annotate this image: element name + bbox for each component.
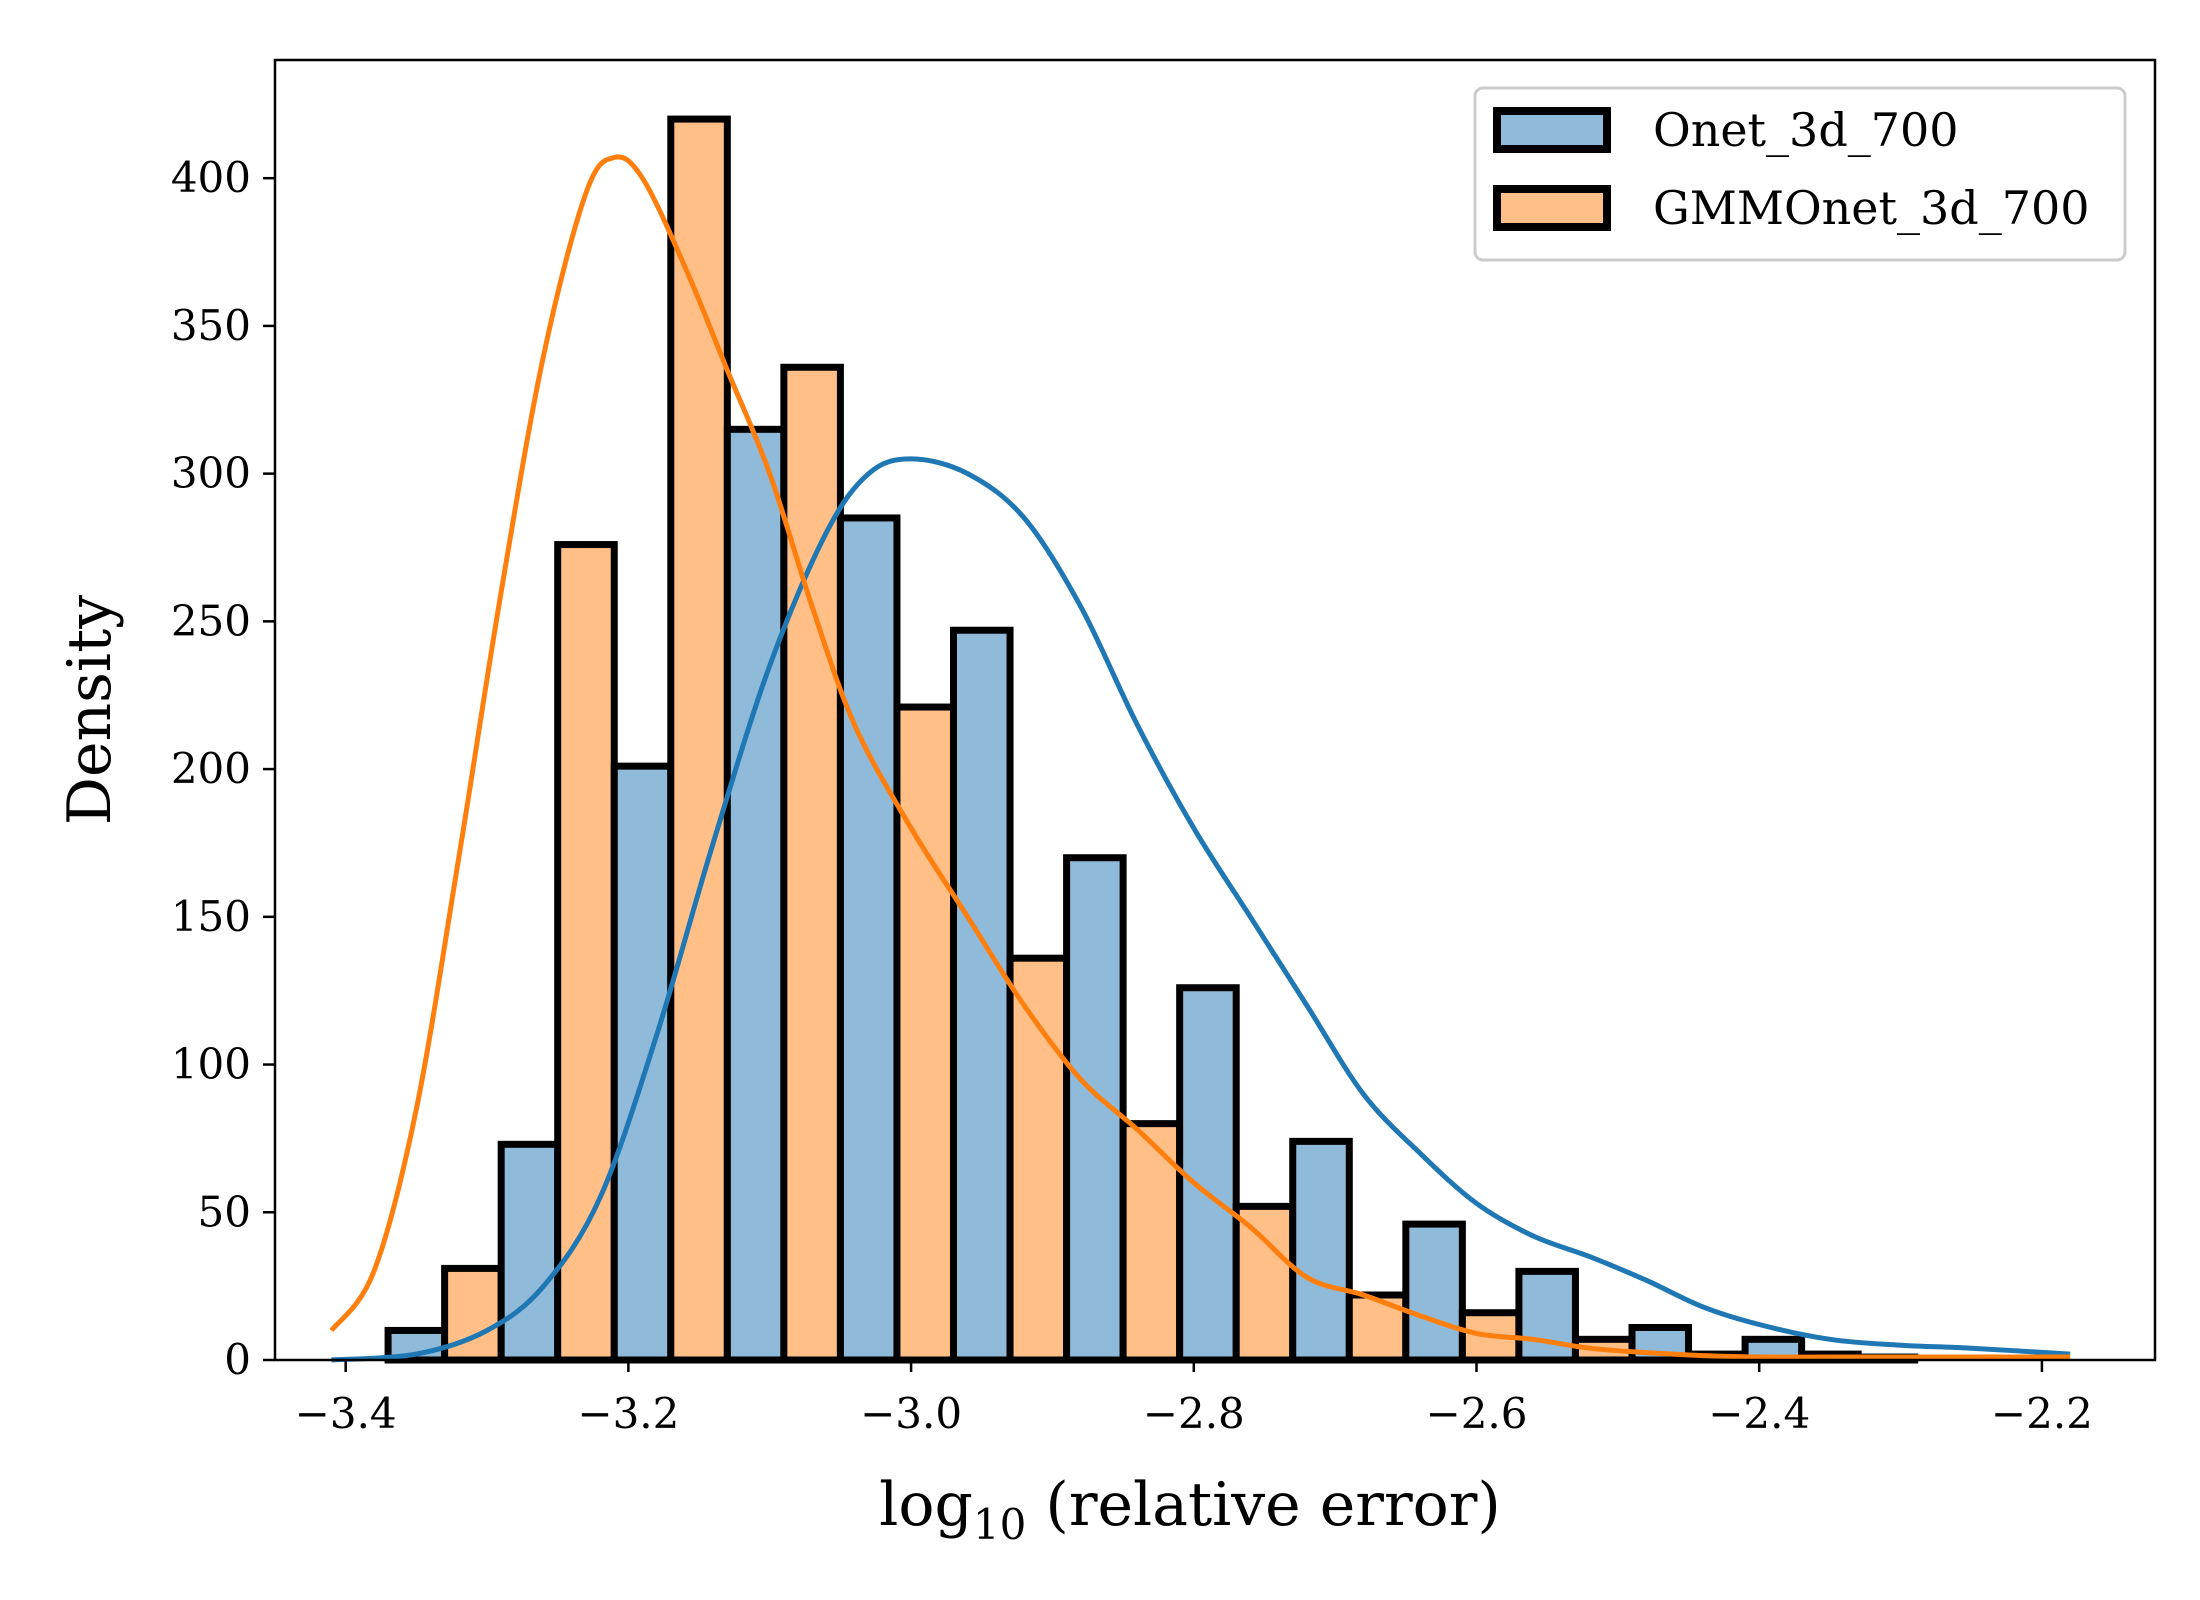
legend: Onet_3d_700 GMMOnet_3d_700 [1473,86,2127,262]
x-tick-label-4: −2.6 [1426,1389,1528,1438]
bar-onet-9 [1402,1220,1466,1364]
histogram-bars [384,115,1919,1364]
bar-gmmonet-5 [1006,954,1071,1364]
legend-label-onet: Onet_3d_700 [1653,103,1959,157]
legend-frame [1473,86,2127,262]
x-axis-label-subscript: 10 [973,1500,1026,1549]
x-axis-label: log10 (relative error) [879,1470,1501,1549]
y-tick-label-5: 250 [171,596,251,645]
y-tick-label-4: 200 [171,744,251,793]
bar-onet-2 [610,762,675,1364]
y-tick-label-6: 300 [171,449,251,498]
x-tick-label-1: −3.2 [577,1389,679,1438]
bar-gmmonet-8 [1345,1291,1410,1364]
bar-gmmonet-7 [1232,1202,1297,1364]
y-axis-label: Density [55,595,125,825]
x-axis-label-rest: (relative error) [1026,1470,1501,1540]
bar-onet-1 [497,1140,562,1364]
x-tick-label-3: −2.8 [1143,1389,1245,1438]
bar-onet-4 [836,514,901,1364]
y-tick-label-8: 400 [171,153,251,202]
legend-swatch-onet [1493,107,1611,153]
bar-onet-3 [723,425,788,1364]
plot-frame [273,58,2157,1362]
bar-onet-8 [1289,1137,1353,1364]
bar-gmmonet-1 [554,541,618,1364]
y-tick-label-3: 150 [171,892,251,941]
y-tick-label-2: 100 [171,1040,251,1089]
kde-line-gmmonet [329,154,2071,1360]
bar-onet-7 [1176,984,1240,1364]
x-tick-label-5: −2.4 [1708,1389,1810,1438]
kde-line-onet [331,456,2071,1363]
bar-gmmonet-4 [893,703,957,1364]
y-axis: 0 50 100 150 200 250 300 350 400 [171,153,275,1384]
x-axis-label-main: log [879,1470,973,1540]
legend-swatch-gmmonet [1493,185,1611,231]
x-axis: −3.4 −3.2 −3.0 −2.8 −2.6 −2.4 −2.2 [295,1360,2093,1438]
bar-onet-5 [949,626,1014,1364]
x-tick-label-2: −3.0 [860,1389,962,1438]
y-tick-label-1: 50 [198,1187,251,1236]
bar-onet-10 [1515,1267,1579,1364]
y-tick-label-0: 0 [224,1335,251,1384]
x-tick-label-0: −3.4 [295,1389,397,1438]
bar-gmmonet-3 [780,363,844,1364]
kde-curves [329,154,2071,1363]
x-tick-label-6: −2.2 [1991,1389,2093,1438]
legend-label-gmmonet: GMMOnet_3d_700 [1653,181,2090,235]
y-tick-label-7: 350 [171,301,251,350]
